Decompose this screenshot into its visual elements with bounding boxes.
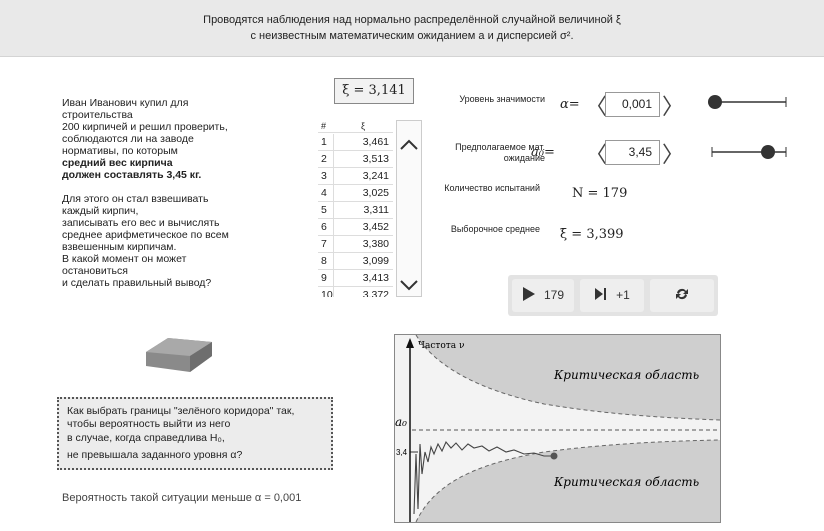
- brick-image: [138, 330, 218, 378]
- button-panel: 179 +1: [508, 275, 718, 316]
- header-line: с неизвестным математическим ожиданием a…: [0, 30, 824, 42]
- story-line: и сделать правильный вывод?: [62, 277, 211, 289]
- step-button[interactable]: +1: [580, 279, 644, 312]
- control-label: Предполагаемое мат. ожидание: [435, 142, 545, 164]
- arrow-left[interactable]: 〈: [585, 137, 607, 169]
- step-label: +1: [616, 288, 630, 302]
- y-axis-label: Частота ν: [418, 341, 464, 351]
- story-line: каждый кирпич,: [62, 205, 138, 217]
- region-label: Критическая область: [553, 475, 699, 489]
- reset-icon: [674, 286, 690, 302]
- table-index: 5: [318, 202, 333, 219]
- question-line: Как выбрать границы "зелёного коридора" …: [67, 405, 294, 417]
- probability-note: Вероятность такой ситуации меньше α = 0,…: [62, 492, 301, 504]
- page: {"header": {"lines": ["Проводятся наблюд…: [0, 0, 824, 531]
- header: [0, 0, 824, 57]
- story-line: строительства: [62, 109, 133, 121]
- table-value: 3,452: [333, 219, 393, 236]
- table-index: 10: [318, 287, 333, 297]
- table-value: 3,380: [333, 236, 393, 253]
- control-input[interactable]: 0,001: [605, 92, 660, 117]
- control-label: Уровень значимости: [435, 94, 545, 105]
- control-symbol: a₀=: [531, 145, 555, 160]
- table-value: 3,025: [333, 185, 393, 202]
- table-header: #: [318, 120, 333, 133]
- control-symbol: α=: [560, 97, 580, 112]
- table-index: 9: [318, 270, 333, 287]
- control-input[interactable]: 3,45: [605, 140, 660, 165]
- play-count: 179: [544, 288, 564, 302]
- sliders[interactable]: [700, 92, 795, 167]
- play-icon: [522, 287, 536, 301]
- stat-value: N = 179: [572, 186, 627, 201]
- story-line: 200 кирпичей и решил проверить,: [62, 121, 228, 133]
- play-button[interactable]: 179: [512, 279, 574, 312]
- current-value: ξ = 3,141: [334, 78, 414, 104]
- table-index: 8: [318, 253, 333, 270]
- table-index: 4: [318, 185, 333, 202]
- header-line: Проводятся наблюдения над нормально расп…: [0, 14, 824, 26]
- stat-label: Выборочное среднее: [435, 224, 540, 235]
- story-emphasis: средний вес кирпича: [62, 157, 173, 169]
- arrow-left[interactable]: 〈: [585, 89, 607, 121]
- table-value: 3,241: [333, 168, 393, 185]
- story-line: соблюдаются ли на заводе: [62, 133, 194, 145]
- scrollbar[interactable]: [396, 120, 422, 297]
- story-line: Иван Иванович купил для: [62, 97, 188, 109]
- tick-label: 3,4: [396, 448, 408, 457]
- question-line: не превышала заданного уровня α?: [67, 449, 242, 461]
- reset-button[interactable]: [650, 279, 714, 312]
- table-header: ξ: [333, 120, 393, 133]
- story-line: Для этого он стал взвешивать: [62, 193, 208, 205]
- table-value: 3,513: [333, 151, 393, 168]
- table-value: 3,413: [333, 270, 393, 287]
- story-line: нормативы, по которым: [62, 145, 178, 157]
- arrow-right[interactable]: 〉: [662, 137, 684, 169]
- table-index: 1: [318, 134, 333, 151]
- table-index: 2: [318, 151, 333, 168]
- story-line: взвешенным кирпичам.: [62, 241, 176, 253]
- region-label: Критическая область: [553, 368, 699, 382]
- table-value: 3,372: [333, 287, 393, 297]
- table-index: 7: [318, 236, 333, 253]
- story-line: остановиться: [62, 265, 128, 277]
- story-line: В какой момент он может: [62, 253, 186, 265]
- graph: Частота ν a₀ 3,4 Критическая область Критиче…: [394, 334, 721, 523]
- stat-label: Количество испытаний: [435, 183, 540, 194]
- question-line: чтобы вероятность выйти из него: [67, 418, 230, 430]
- table-value: 3,311: [333, 202, 393, 219]
- question-line: в случае, когда справедлива H₀,: [67, 432, 225, 444]
- story-emphasis: должен составлять 3,45 кг.: [62, 169, 201, 181]
- stat-value: ξ̄ = 3,399: [560, 227, 624, 242]
- story-line: среднее арифметическое по всем: [62, 229, 229, 241]
- table-value: 3,461: [333, 134, 393, 151]
- table-index: 3: [318, 168, 333, 185]
- step-icon: [594, 288, 608, 300]
- arrow-right[interactable]: 〉: [662, 89, 684, 121]
- scroll-arrows: [397, 121, 421, 296]
- a0-label: a₀: [395, 415, 407, 429]
- table-value: 3,099: [333, 253, 393, 270]
- table-index: 6: [318, 219, 333, 236]
- story-line: записывать его вес и вычислять: [62, 217, 220, 229]
